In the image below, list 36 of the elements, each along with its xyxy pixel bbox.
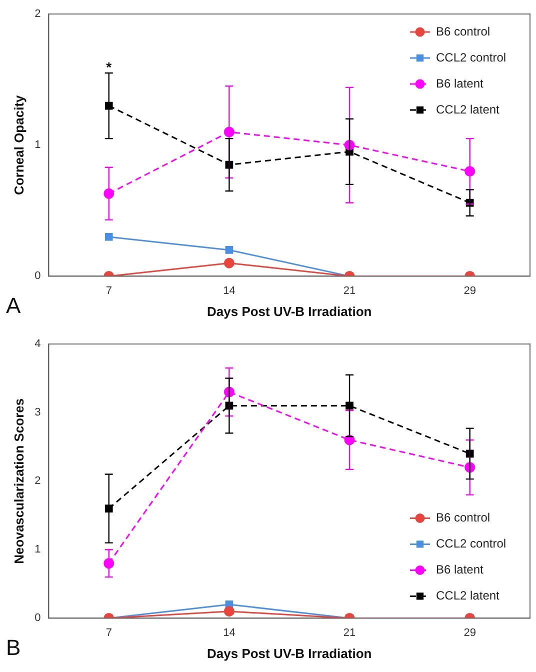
text: B xyxy=(6,635,21,660)
y-tick-label: 2 xyxy=(34,475,41,488)
text: A xyxy=(6,293,21,318)
legend-label: B6 latent xyxy=(436,76,484,90)
x-tick-label: 14 xyxy=(223,284,236,297)
x-tick-label: 7 xyxy=(106,626,112,639)
y-tick-label: 2 xyxy=(34,8,41,20)
x-tick-label: 21 xyxy=(343,626,356,639)
y-tick-label: 0 xyxy=(34,270,41,282)
x-axis-title: Days Post UV-B Irradiation xyxy=(207,646,372,661)
x-tick-label: 29 xyxy=(464,284,476,297)
x-tick-label: 21 xyxy=(343,284,356,297)
annotation: * xyxy=(106,58,112,75)
point xyxy=(225,246,234,254)
legend-label: CCL2 control xyxy=(436,536,506,551)
x-tick-label: 29 xyxy=(464,626,476,639)
y-tick-label: 0 xyxy=(34,612,41,624)
legend-label: CCL2 control xyxy=(436,50,506,64)
x-tick-label: 14 xyxy=(223,626,236,639)
x-tick-label: 7 xyxy=(106,284,112,297)
legend-label: B6 control xyxy=(436,510,490,525)
y-axis-title: Corneal Opacity xyxy=(11,94,26,195)
y-tick-label: 1 xyxy=(34,544,41,556)
legend-label: CCL2 latent xyxy=(436,102,500,116)
legend-label: CCL2 latent xyxy=(436,588,500,603)
y-tick-label: 3 xyxy=(34,406,41,419)
point xyxy=(224,606,234,617)
point xyxy=(104,504,113,512)
point xyxy=(104,232,113,241)
legend-label: B6 latent xyxy=(436,562,484,577)
y-tick-label: 4 xyxy=(34,338,41,350)
y-axis-title: Neovascularization Scores xyxy=(11,398,26,564)
legend-label: B6 control xyxy=(436,24,490,38)
y-tick-label: 1 xyxy=(34,139,41,152)
x-axis-title: Days Post UV-B Irradiation xyxy=(207,304,372,319)
point xyxy=(224,258,234,268)
